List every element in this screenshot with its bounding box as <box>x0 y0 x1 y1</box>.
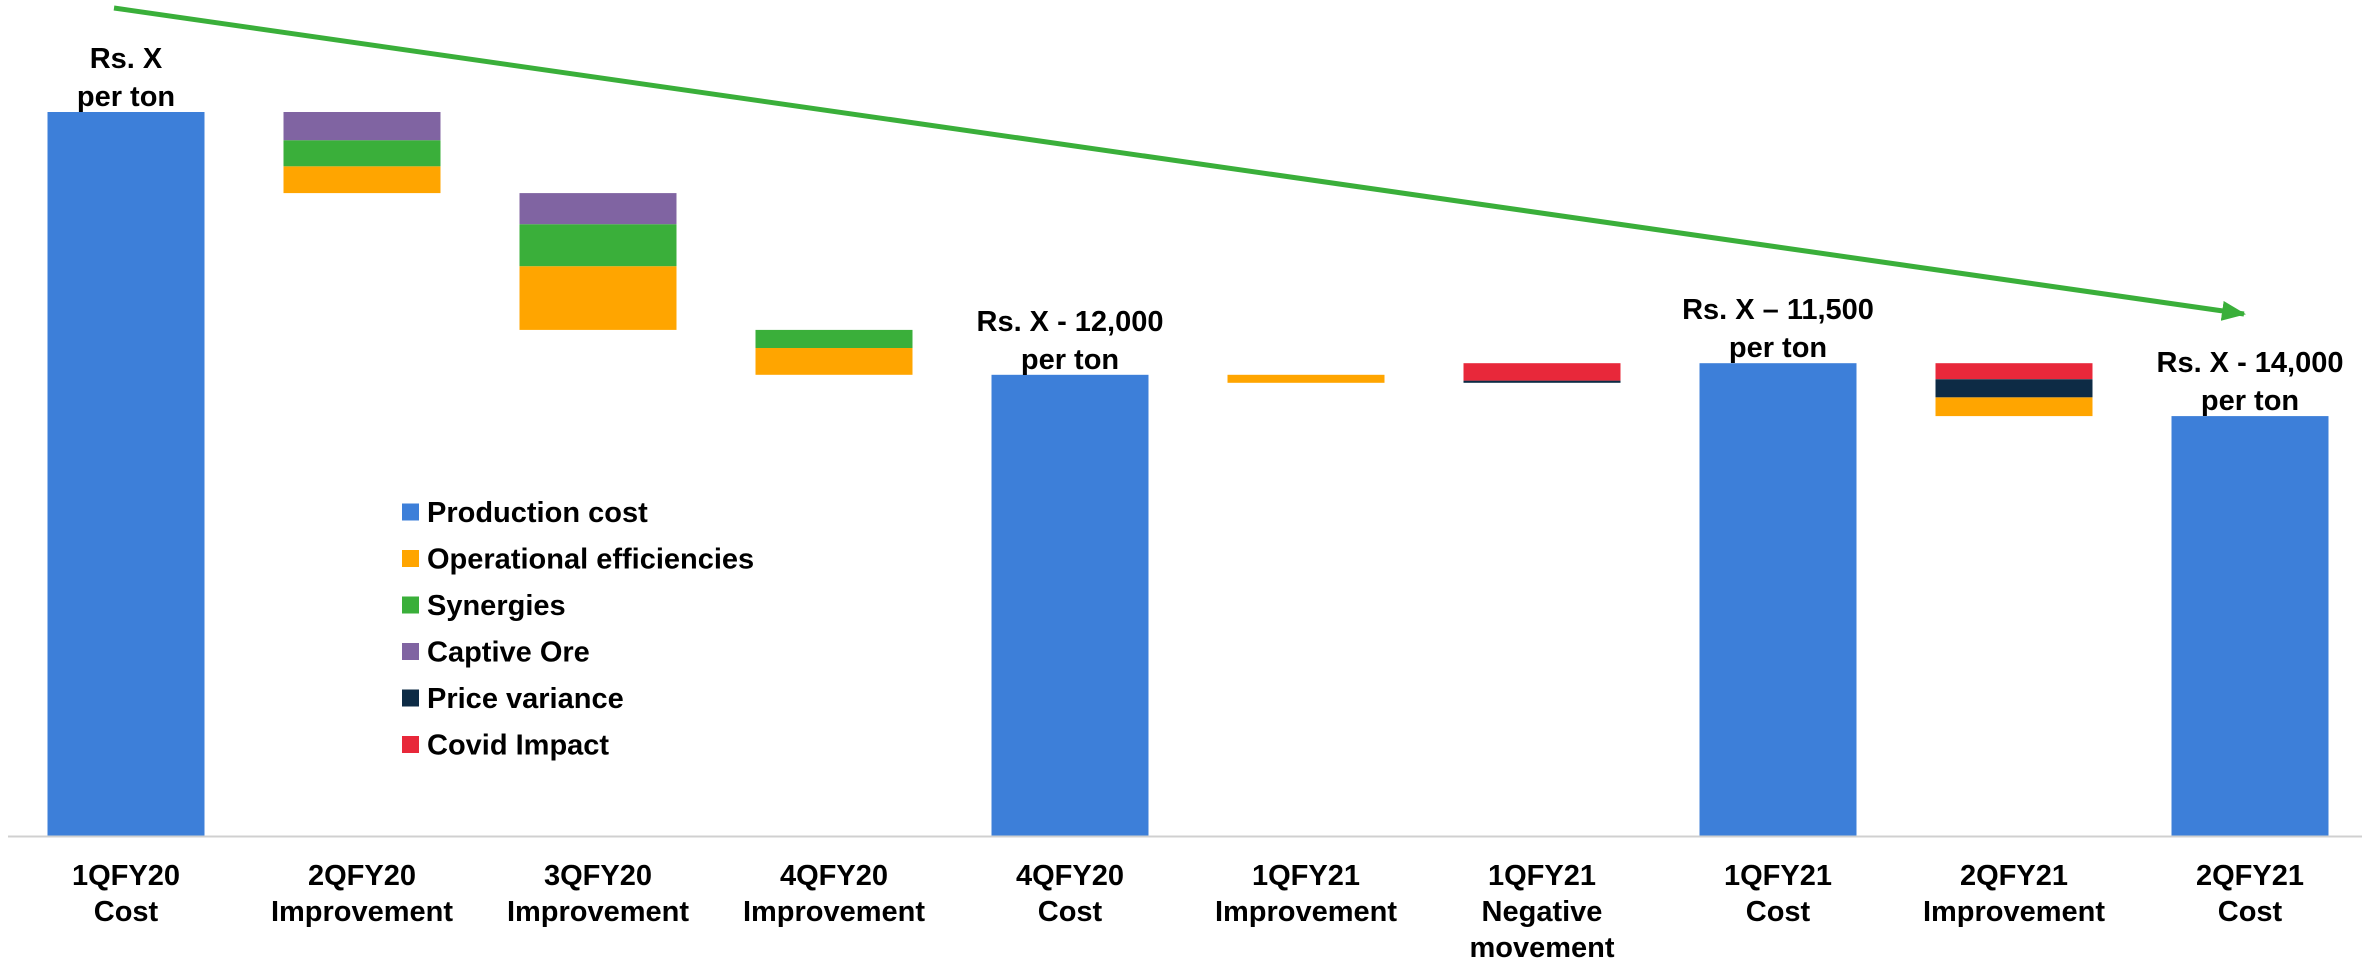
legend-swatch-5 <box>402 689 419 707</box>
bar-group-9 <box>1935 363 2093 417</box>
x-tick-label-10: 2QFY21 Cost <box>2196 860 2304 928</box>
bar-group-3 <box>519 193 677 330</box>
x-tick-label-5: 4QFY20 Cost <box>1016 860 1124 928</box>
bar-group-5 <box>991 374 1149 836</box>
bar-2-segment-1 <box>283 166 441 194</box>
x-tick-label-8: 1QFY21 Cost <box>1724 860 1832 928</box>
bar-2-segment-2 <box>283 140 441 167</box>
x-tick-label-2: 2QFY20 Improvement <box>271 860 453 928</box>
bar-2-segment-3 <box>283 112 441 141</box>
bar-8-segment-1 <box>1699 363 1857 836</box>
legend-label-6: Covid Impact <box>427 730 609 762</box>
bar-value-label-2: Rs. X - 12,000 per ton <box>977 306 1164 376</box>
bar-value-label-4: Rs. X - 14,000 per ton <box>2157 347 2344 417</box>
legend-swatch-1 <box>402 503 419 521</box>
bar-10-segment-1 <box>2171 416 2329 836</box>
bar-group-10 <box>2171 416 2329 836</box>
x-tick-label-7: 1QFY21 Negative movement <box>1469 860 1614 964</box>
legend-label-3: Synergies <box>427 590 566 622</box>
legend-swatch-2 <box>402 550 419 567</box>
x-tick-label-3: 3QFY20 Improvement <box>507 860 689 928</box>
bar-7-segment-2 <box>1463 363 1621 381</box>
bar-4-segment-1 <box>755 348 913 375</box>
bar-3-segment-1 <box>519 266 677 330</box>
bar-group-6 <box>1227 374 1385 383</box>
bar-7-segment-1 <box>1463 380 1621 383</box>
legend: Production cost Operational efficiencies S… <box>402 497 754 762</box>
bar-4-segment-2 <box>755 329 913 348</box>
bar-group-8 <box>1699 363 1857 836</box>
legend-label-2: Operational efficiencies <box>427 544 754 576</box>
legend-swatch-4 <box>402 643 419 660</box>
bar-5-segment-1 <box>991 374 1149 836</box>
bar-group-2 <box>283 112 441 194</box>
bar-3-segment-3 <box>519 193 677 225</box>
x-tick-label-6: 1QFY21 Improvement <box>1215 860 1397 928</box>
legend-swatch-6 <box>402 736 419 753</box>
legend-label-1: Production cost <box>427 497 648 529</box>
x-tick-label-1: 1QFY20 Cost <box>72 860 180 928</box>
x-tick-label-4: 4QFY20 Improvement <box>743 860 925 928</box>
legend-label-5: Price variance <box>427 683 624 715</box>
bar-value-label-3: Rs. X – 11,500 per ton <box>1682 294 1874 364</box>
bar-9-segment-2 <box>1935 379 2093 398</box>
bar-6-segment-1 <box>1227 374 1385 383</box>
bar-group-7 <box>1463 363 1621 383</box>
bar-group-4 <box>755 329 913 375</box>
bar-1-segment-1 <box>47 112 205 836</box>
bar-3-segment-2 <box>519 224 677 267</box>
bar-group-1 <box>47 112 205 836</box>
x-tick-label-9: 2QFY21 Improvement <box>1923 860 2105 928</box>
bar-9-segment-1 <box>1935 397 2093 417</box>
legend-swatch-3 <box>402 596 419 614</box>
legend-label-4: Captive Ore <box>427 637 590 669</box>
bar-9-segment-3 <box>1935 363 2093 380</box>
trend-arrow <box>113 5 2246 321</box>
